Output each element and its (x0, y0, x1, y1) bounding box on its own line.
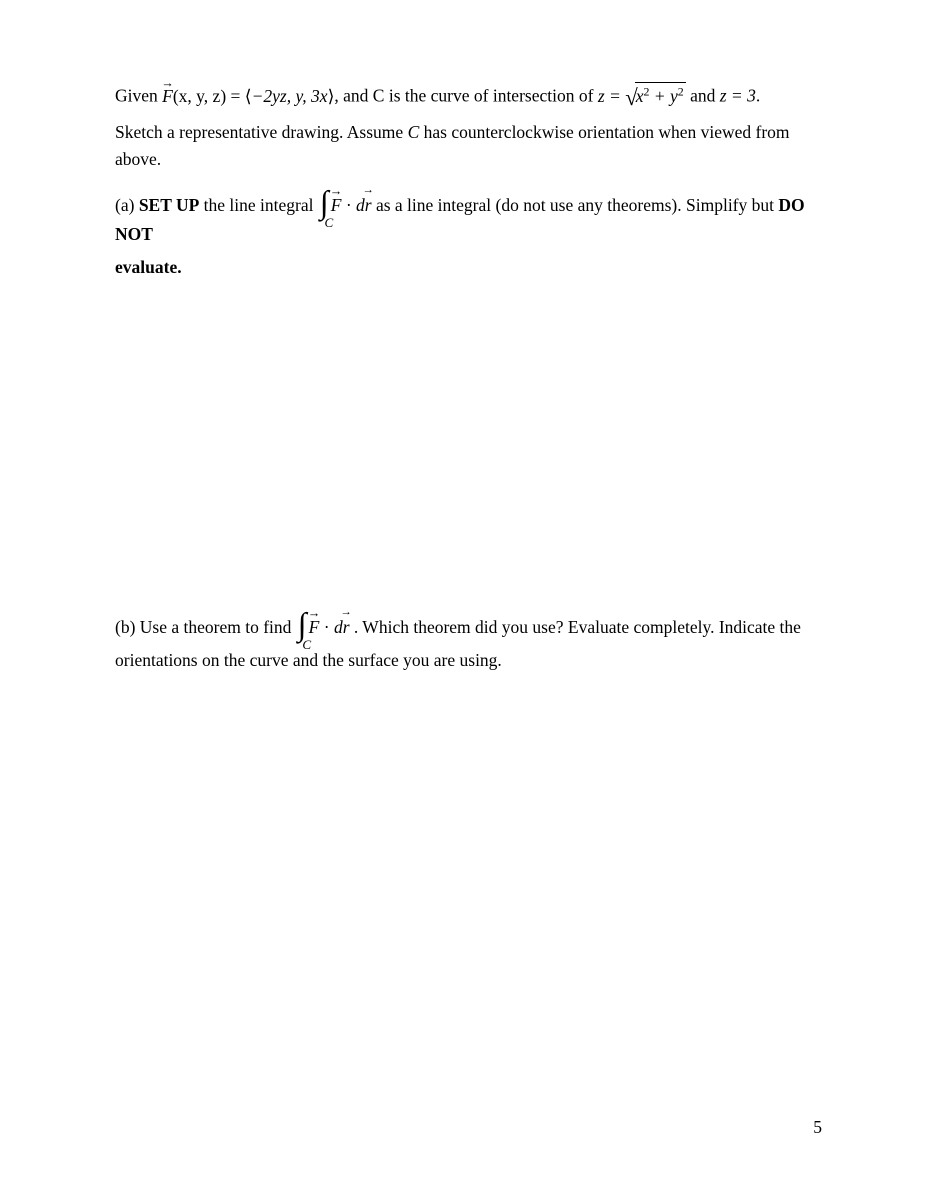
sqrt-expression: √x2 + y2 (625, 80, 686, 115)
part-a-line2: evaluate. (115, 254, 822, 281)
vector-r-b: r (343, 614, 350, 641)
problem-content: Given F(x, y, z) = ⟨−2yz, y, 3x⟩, and C … (115, 80, 822, 674)
setup-label: SET UP (139, 195, 199, 215)
problem-intro-line2: Sketch a representative drawing. Assume … (115, 119, 822, 173)
vector-F: F (162, 83, 173, 110)
vector-F-b: F (309, 614, 320, 641)
part-b-line1: (b) Use a theorem to find ∫CF · dr . Whi… (115, 614, 822, 644)
page-number: 5 (813, 1117, 822, 1138)
line-integral-a: ∫C (320, 192, 329, 222)
vector-r-a: r (365, 192, 372, 219)
problem-intro-line1: Given F(x, y, z) = ⟨−2yz, y, 3x⟩, and C … (115, 80, 822, 115)
vector-F-a: F (331, 192, 342, 219)
part-a-line1: (a) SET UP the line integral ∫CF · dr as… (115, 192, 822, 249)
given-text: Given (115, 86, 162, 106)
part-b-line2: orientations on the curve and the surfac… (115, 647, 822, 674)
line-integral-b: ∫C (298, 614, 307, 644)
